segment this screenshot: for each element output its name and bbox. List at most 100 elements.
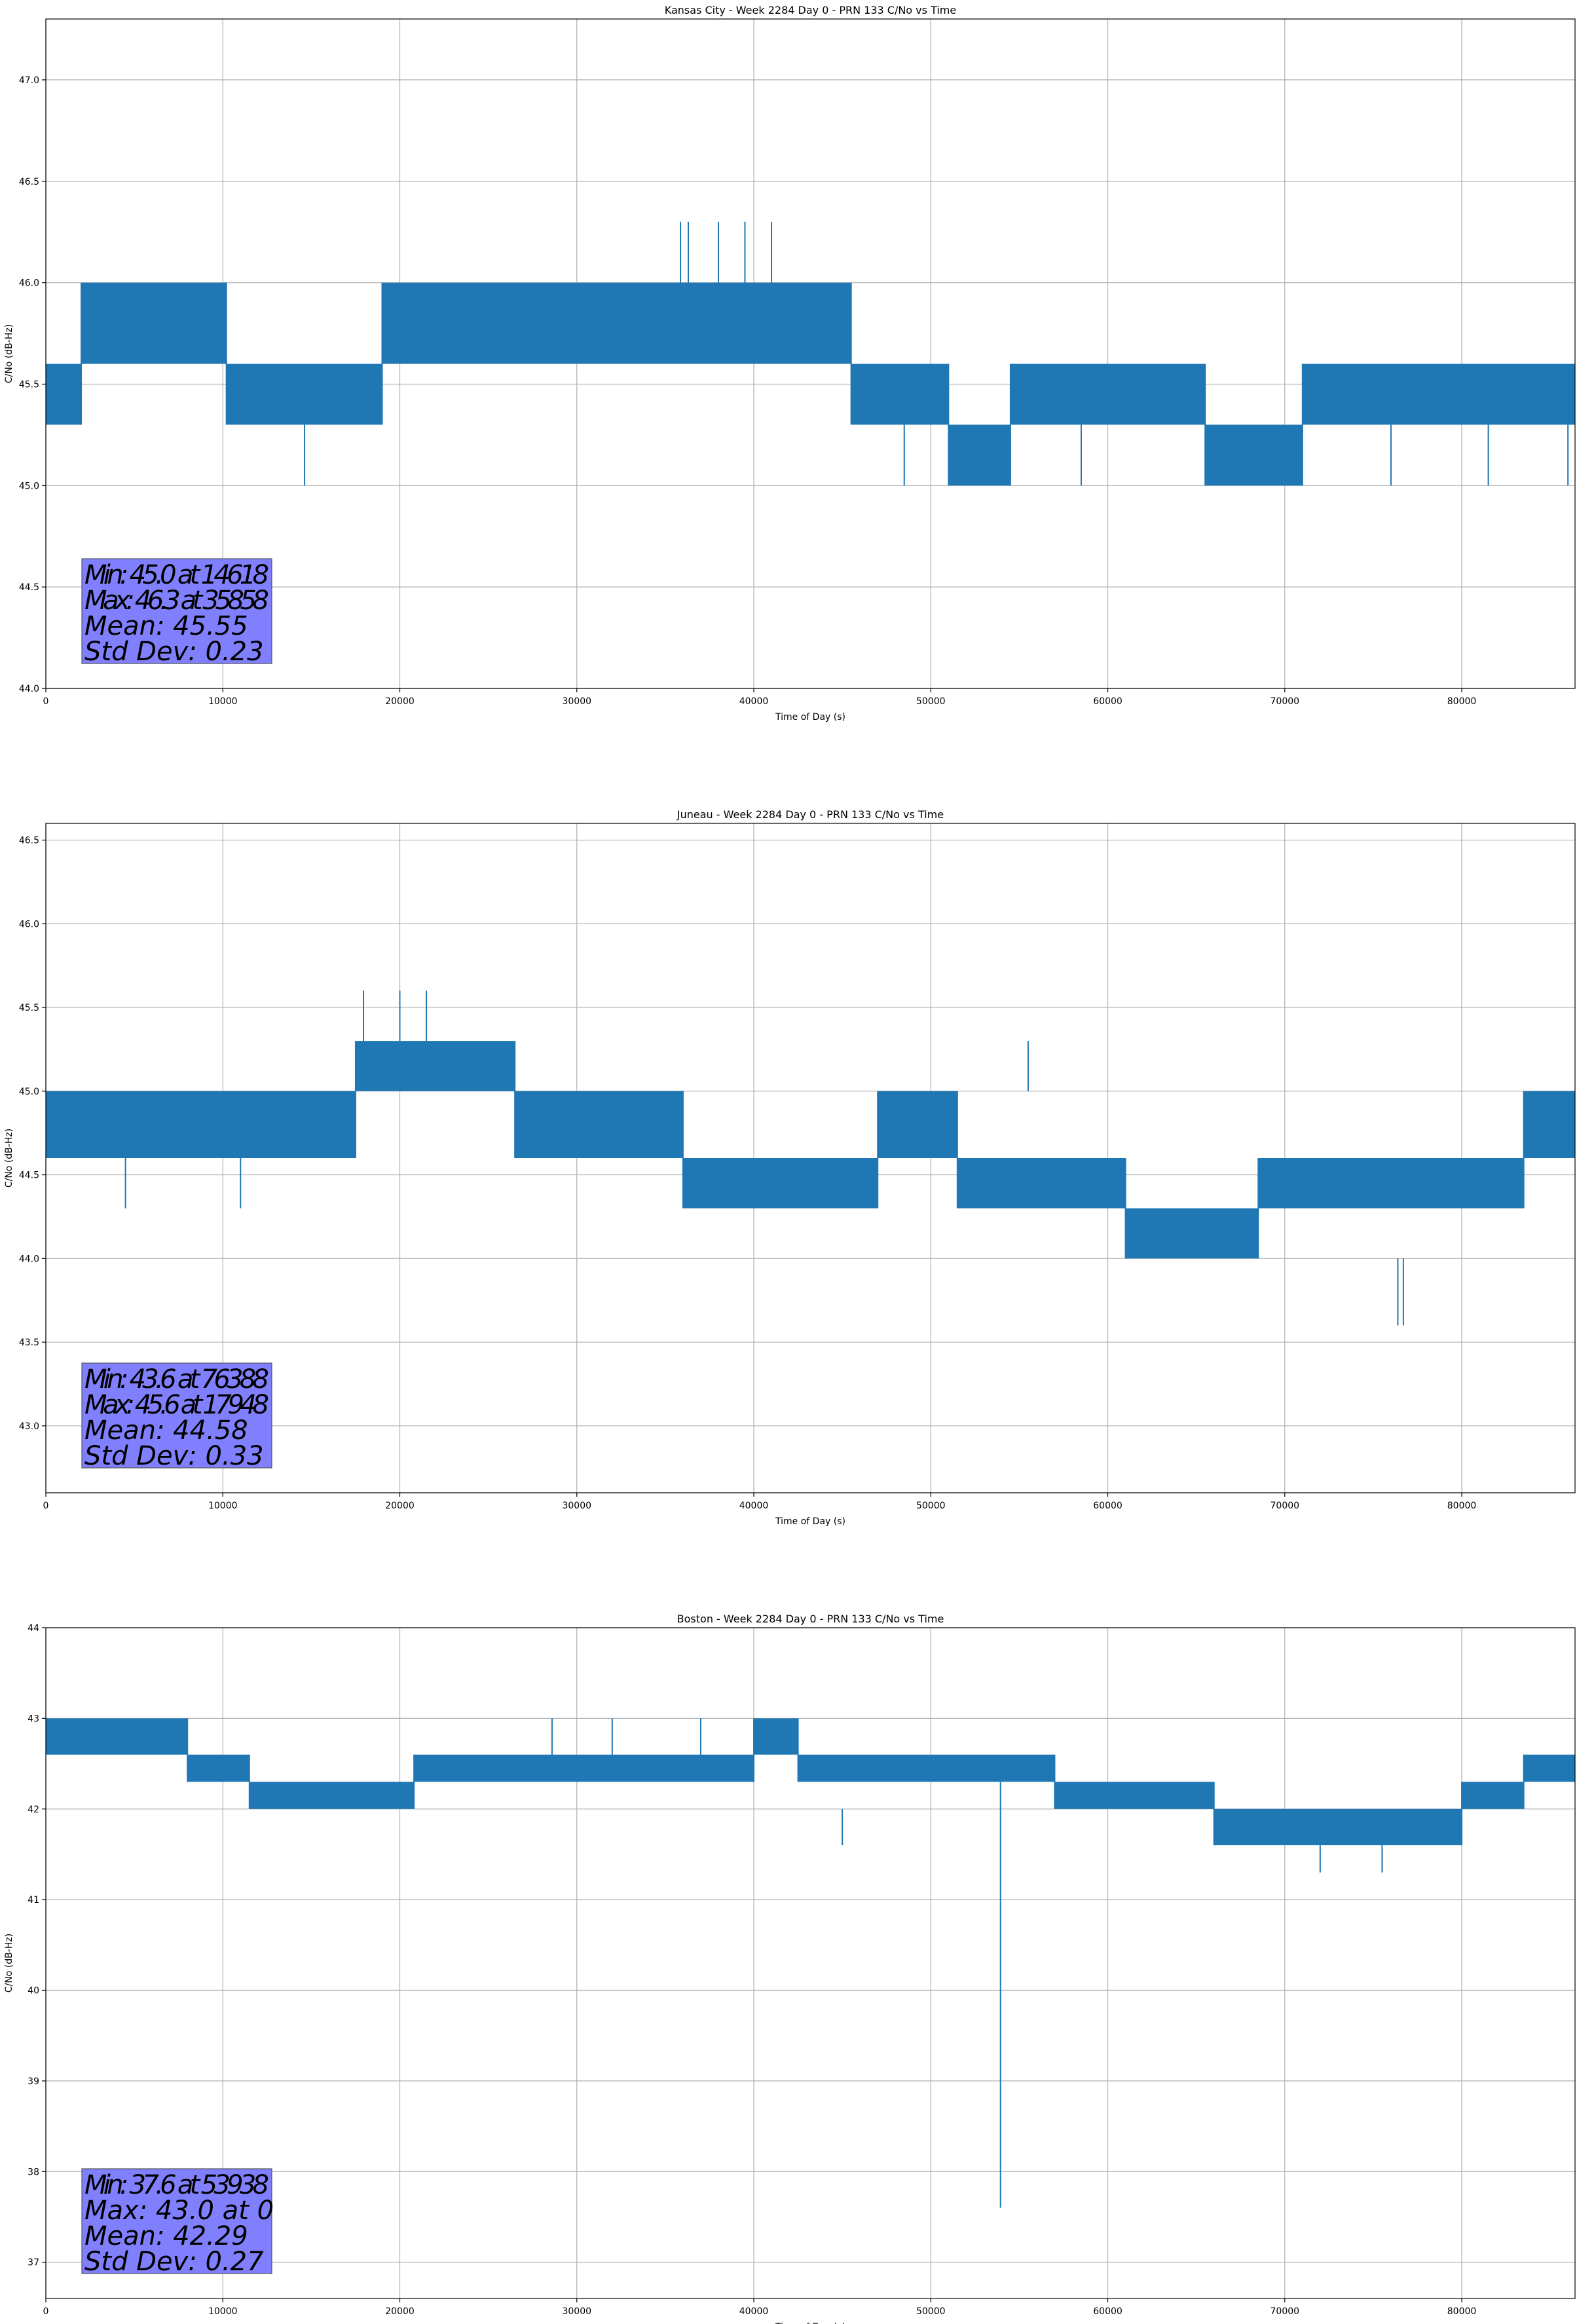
chart-1-band-0 <box>46 364 82 425</box>
chart-3-stats-std: Std Dev: 0.27 <box>84 2247 264 2277</box>
chart-1-band-2 <box>226 364 382 425</box>
chart-3-xtick-label-0: 0 <box>43 2306 49 2317</box>
chart-3-xlabel: Time of Day (s) <box>775 2322 845 2324</box>
chart-3-ytick-label-7: 44 <box>28 1623 39 1634</box>
chart-3-band-8 <box>1462 1782 1524 1809</box>
chart-1-stats-max: Max: 46.3 at 35858 <box>84 586 269 616</box>
chart-3-ytick-label-0: 37 <box>28 2258 39 2268</box>
chart-2-band-2 <box>515 1091 683 1158</box>
chart-1-ytick-label-3: 45.5 <box>19 379 39 390</box>
chart-2-band-5 <box>957 1158 1126 1209</box>
chart-3-xtick-label-4: 40000 <box>739 2306 769 2317</box>
chart-2-band-8 <box>1523 1091 1575 1158</box>
chart-1-band-5 <box>948 424 1011 486</box>
chart-2-xtick-label-7: 70000 <box>1271 1501 1300 1511</box>
chart-2-xtick-label-3: 30000 <box>562 1501 591 1511</box>
chart-3-ytick-label-5: 42 <box>28 1805 39 1815</box>
chart-3-frame <box>45 1627 1576 2299</box>
chart-3-ytick-label-1: 38 <box>28 2167 39 2177</box>
chart-1-xtick-label-6: 60000 <box>1093 696 1122 707</box>
chart-1-xlabel: Time of Day (s) <box>775 712 845 722</box>
chart-3-band-6 <box>1054 1782 1214 1809</box>
chart-3-band-3 <box>414 1754 754 1782</box>
chart-3: 0 10000 20000 30000 40000 50000 60000 70000 8000… <box>4 1613 1576 2324</box>
chart-2-xtick-label-2: 20000 <box>385 1501 415 1511</box>
chart-3-xtick-label-5: 50000 <box>916 2306 946 2317</box>
chart-3-xtick-label-7: 70000 <box>1271 2306 1300 2317</box>
chart-1-ylabel: C/No (dB-Hz) <box>4 324 14 383</box>
chart-3-xtick-label-2: 20000 <box>385 2306 415 2317</box>
chart-2-xlabel: Time of Day (s) <box>775 1516 845 1527</box>
chart-1-title: Kansas City - Week 2284 Day 0 - PRN 133 … <box>665 4 956 16</box>
chart-2-xtick-label-5: 50000 <box>916 1501 946 1511</box>
chart-2-xtick-label-8: 80000 <box>1447 1501 1477 1511</box>
chart-1-band-1 <box>81 282 227 364</box>
chart-1-ytick-label-0: 44.0 <box>19 684 39 694</box>
chart-2-ytick-label-4: 45.0 <box>19 1087 39 1097</box>
chart-1-xtick-label-7: 70000 <box>1271 696 1300 707</box>
chart-1-xtick-label-0: 0 <box>43 696 49 707</box>
chart-3-band-5 <box>798 1754 1055 1782</box>
chart-2-ytick-label-2: 44.0 <box>19 1254 39 1264</box>
chart-1-stats-min: Min: 45.0 at 14618 <box>84 560 269 590</box>
chart-2-stats-max: Max: 45.6 at 17948 <box>84 1390 269 1420</box>
chart-3-ytick-label-3: 40 <box>28 1986 39 1996</box>
chart-1-xtick-label-3: 30000 <box>562 696 591 707</box>
chart-2-band-6 <box>1125 1208 1259 1259</box>
chart-3-xtick-label-6: 60000 <box>1093 2306 1122 2317</box>
chart-1-xtick-label-5: 50000 <box>916 696 946 707</box>
chart-1-stats-box <box>81 558 272 664</box>
chart-2-xtick-label-6: 60000 <box>1093 1501 1122 1511</box>
chart-3-band-9 <box>1523 1754 1575 1782</box>
chart-3-band-0 <box>46 1718 188 1755</box>
chart-1-xtick-label-4: 40000 <box>739 696 769 707</box>
chart-2-xtick-label-1: 10000 <box>208 1501 238 1511</box>
chart-1-ytick-label-4: 46.0 <box>19 278 39 289</box>
chart-2-stats-mean: Mean: 44.58 <box>84 1415 248 1446</box>
chart-2-ytick-label-3: 44.5 <box>19 1171 39 1181</box>
chart-2-ytick-label-1: 43.5 <box>19 1338 39 1348</box>
chart-1-stats-mean: Mean: 45.55 <box>84 611 248 641</box>
chart-1-ytick-label-2: 45.0 <box>19 481 39 491</box>
chart-3-stats-min: Min: 37.6 at 53938 <box>84 2170 269 2200</box>
chart-2-xtick-label-4: 40000 <box>739 1501 769 1511</box>
chart-3-ylabel: C/No (dB-Hz) <box>4 1934 14 1993</box>
chart-2-ytick-label-5: 45.5 <box>19 1003 39 1013</box>
chart-2-band-0 <box>46 1091 356 1158</box>
chart-2-frame <box>45 823 1576 1493</box>
chart-3-ytick-label-6: 43 <box>28 1714 39 1724</box>
chart-2-title: Juneau - Week 2284 Day 0 - PRN 133 C/No … <box>677 808 944 821</box>
chart-3-stats-box <box>81 2168 272 2274</box>
chart-2-ytick-label-7: 46.5 <box>19 836 39 846</box>
chart-2-stats-box <box>81 1362 272 1469</box>
chart-3-ytick-label-4: 41 <box>28 1895 39 1905</box>
chart-3-band-7 <box>1214 1809 1462 1846</box>
chart-1-band-8 <box>1302 364 1575 425</box>
chart-3-title: Boston - Week 2284 Day 0 - PRN 133 C/No … <box>677 1613 944 1625</box>
chart-1-band-4 <box>851 364 949 425</box>
chart-1-band-3 <box>382 282 851 364</box>
chart-1-band-7 <box>1205 424 1303 486</box>
chart-1-xtick-label-2: 20000 <box>385 696 415 707</box>
chart-1-xtick-label-1: 10000 <box>208 696 238 707</box>
chart-1: 0 10000 20000 30000 40000 50000 60000 70000 8000… <box>4 4 1576 722</box>
chart-3-xtick-label-3: 30000 <box>562 2306 591 2317</box>
chart-2-ylabel: C/No (dB-Hz) <box>4 1129 14 1188</box>
chart-2: 0 10000 20000 30000 40000 50000 60000 70000 8000… <box>4 808 1576 1527</box>
chart-3-band-4 <box>754 1718 798 1755</box>
chart-2-band-3 <box>682 1158 878 1209</box>
chart-2-stats-std: Std Dev: 0.33 <box>84 1441 264 1471</box>
chart-1-ytick-label-5: 46.5 <box>19 177 39 187</box>
chart-2-band-7 <box>1258 1158 1524 1209</box>
chart-1-frame <box>45 18 1576 689</box>
chart-2-band-4 <box>878 1091 957 1158</box>
chart-2-ytick-label-0: 43.0 <box>19 1421 39 1432</box>
chart-1-band-6 <box>1010 364 1206 425</box>
chart-1-ytick-label-1: 44.5 <box>19 582 39 593</box>
chart-2-xtick-label-0: 0 <box>43 1501 49 1511</box>
chart-3-xtick-label-1: 10000 <box>208 2306 238 2317</box>
chart-3-ytick-label-2: 39 <box>28 2076 39 2087</box>
chart-1-ytick-label-6: 47.0 <box>19 75 39 86</box>
chart-2-band-1 <box>355 1041 515 1091</box>
